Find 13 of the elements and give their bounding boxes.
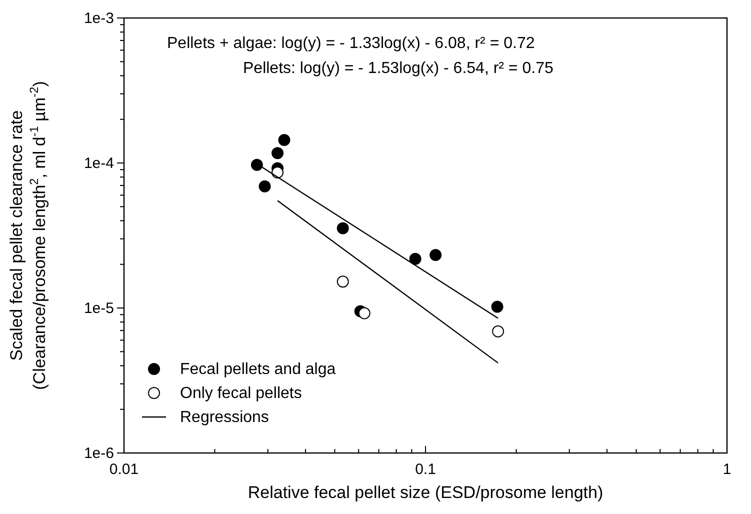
y-tick-label: 1e-4 [84, 155, 114, 172]
x-tick-label: 0.1 [415, 461, 436, 478]
y-tick-label: 1e-6 [84, 445, 114, 462]
annotation: Pellets: log(y) = - 1.53log(x) - 6.54, r² = 0.75 [243, 60, 554, 77]
y-tick-label: 1e-5 [84, 300, 114, 317]
legend-label: Fecal pellets and alga [180, 361, 336, 378]
annotation: Pellets + algae: log(y) = - 1.33log(x) - 6.08, r² = 0.72 [167, 35, 535, 52]
legend-label: Only fecal pellets [180, 385, 302, 402]
legend-label: Regressions [180, 409, 269, 426]
x-axis-title: Relative fecal pellet size (ESD/prosome length) [248, 483, 604, 502]
x-tick-label: 0.01 [109, 461, 139, 478]
x-tick-label: 1 [722, 461, 732, 478]
y-tick-label: 1e-3 [84, 10, 114, 27]
